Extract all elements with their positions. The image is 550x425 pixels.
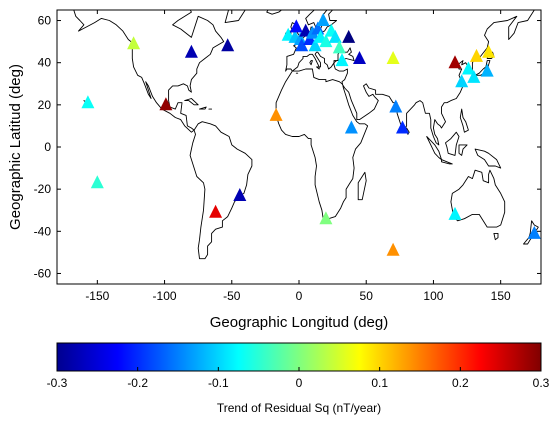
coastline <box>184 98 199 106</box>
station-marker <box>293 32 307 45</box>
coastline <box>493 232 499 241</box>
station-marker <box>389 99 403 113</box>
coastline <box>445 131 460 156</box>
station-marker <box>295 38 309 52</box>
x-tick-label: -50 <box>223 289 241 303</box>
station-marker <box>289 19 303 33</box>
y-tick-label: 20 <box>38 98 52 112</box>
station-marker <box>386 51 400 64</box>
coastline <box>473 60 491 83</box>
coastline <box>73 10 225 133</box>
x-tick-label: 50 <box>360 289 374 303</box>
station-marker <box>127 36 141 50</box>
coastline <box>224 10 247 24</box>
station-marker <box>316 13 330 26</box>
x-tick-label: 100 <box>423 289 443 303</box>
station-marker <box>221 38 235 52</box>
coastline <box>441 159 453 165</box>
station-marker <box>470 48 483 62</box>
y-tick-label: 0 <box>44 140 51 154</box>
station-marker <box>233 188 247 201</box>
station-marker <box>455 74 469 88</box>
coastline <box>458 144 468 156</box>
station-marker <box>482 44 496 58</box>
station-marker <box>328 29 342 43</box>
station-marker <box>209 204 223 218</box>
station-marker <box>159 97 173 111</box>
colorbar-tick-label: 0 <box>296 376 303 390</box>
coastline <box>357 171 367 201</box>
station-marker <box>467 69 481 83</box>
station-marker <box>269 107 283 121</box>
station-marker <box>480 63 494 77</box>
x-tick-label: -150 <box>85 289 109 303</box>
y-axis-label: Geographic Latitud (deg) <box>7 64 24 230</box>
colorbar-tick-label: 0.2 <box>452 376 469 390</box>
station-marker <box>335 53 349 67</box>
x-tick-label: 150 <box>491 289 511 303</box>
coastline <box>199 106 207 110</box>
colorbar-tick-label: -0.2 <box>127 376 148 390</box>
coastline <box>275 10 541 220</box>
colorbar-tick-label: -0.3 <box>47 376 68 390</box>
station-marker <box>332 40 346 54</box>
colorbar <box>56 342 542 372</box>
colorbar-tick-label: 0.1 <box>371 376 388 390</box>
y-tick-label: 60 <box>38 14 52 28</box>
station-marker <box>90 175 104 189</box>
coastline <box>309 60 313 66</box>
x-tick-label: 0 <box>296 289 303 303</box>
station-markers <box>81 13 541 256</box>
station-marker <box>308 38 322 52</box>
station-marker <box>344 120 358 134</box>
station-marker <box>448 55 462 69</box>
x-tick-label: -100 <box>153 289 177 303</box>
station-marker <box>305 25 319 39</box>
station-marker <box>81 95 95 109</box>
coastline <box>459 108 469 133</box>
coastline <box>189 121 253 260</box>
station-marker <box>184 44 198 58</box>
station-marker <box>319 34 333 48</box>
coastline <box>316 66 320 70</box>
station-marker <box>342 29 356 43</box>
colorbar-label: Trend of Residual Sq (nT/year) <box>217 401 381 415</box>
y-axis-ticks: 60 40 20 0 -20 -40 -60 <box>34 14 541 280</box>
x-axis-ticks: -150 -100 -50 0 50 100 150 <box>85 10 511 303</box>
y-tick-label: -40 <box>34 224 52 238</box>
y-tick-label: -60 <box>34 266 52 280</box>
y-tick-label: 40 <box>38 56 52 70</box>
station-marker <box>396 120 409 134</box>
coastline <box>450 169 506 228</box>
station-marker <box>386 242 400 256</box>
coastline <box>474 148 502 169</box>
station-marker <box>319 211 333 225</box>
y-tick-label: -20 <box>34 182 52 196</box>
station-marker <box>448 206 462 220</box>
colorbar-tick-label: 0.3 <box>533 376 550 390</box>
colorbar-tick-label: -0.1 <box>208 376 229 390</box>
coastline <box>426 136 442 161</box>
x-axis-label: Geographic Longitud (deg) <box>210 314 388 331</box>
station-marker <box>461 61 475 75</box>
coastline <box>266 10 282 15</box>
station-marker <box>353 51 366 64</box>
colorbar-ticks: -0.3 -0.2 -0.1 0 0.1 0.2 0.3 <box>47 367 550 390</box>
station-marker <box>527 225 541 239</box>
